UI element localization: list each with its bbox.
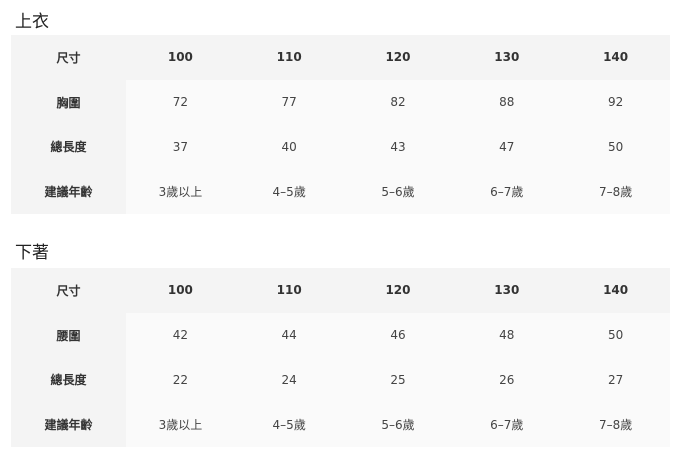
table-cell: 6–7歲 [452, 169, 562, 214]
row-label: 總長度 [11, 357, 126, 403]
row-label: 尺寸 [11, 268, 126, 313]
table-cell: 72 [126, 79, 235, 125]
size-header-cell: 120 [343, 268, 453, 313]
table-cell: 44 [234, 312, 344, 358]
size-header-cell: 140 [561, 35, 670, 80]
table-cell: 43 [343, 124, 453, 170]
row-label: 建議年齡 [11, 169, 126, 214]
row-label: 建議年齡 [11, 402, 126, 447]
table-cell: 25 [343, 357, 453, 403]
table-cell: 22 [126, 357, 235, 403]
size-header-cell: 120 [343, 35, 453, 80]
bottoms-title: 下著 [15, 243, 49, 263]
table-cell: 4–5歲 [234, 169, 344, 214]
table-cell: 40 [234, 124, 344, 170]
table-cell: 47 [452, 124, 562, 170]
table-cell: 48 [452, 312, 562, 358]
size-header-cell: 100 [126, 35, 235, 80]
size-header-cell: 130 [452, 268, 562, 313]
row-label: 尺寸 [11, 35, 126, 80]
table-cell: 50 [561, 312, 670, 358]
table-row: 建議年齡 3歲以上 4–5歲 5–6歲 6–7歲 7–8歲 [11, 169, 670, 214]
table-cell: 82 [343, 79, 453, 125]
table-cell: 6–7歲 [452, 402, 562, 447]
size-header-cell: 140 [561, 268, 670, 313]
size-header-cell: 100 [126, 268, 235, 313]
table-cell: 27 [561, 357, 670, 403]
table-cell: 50 [561, 124, 670, 170]
table-cell: 7–8歲 [561, 402, 670, 447]
tops-title: 上衣 [15, 12, 49, 32]
table-cell: 5–6歲 [343, 169, 453, 214]
table-cell: 7–8歲 [561, 169, 670, 214]
table-row: 總長度 37 40 43 47 50 [11, 124, 670, 170]
size-header-cell: 130 [452, 35, 562, 80]
table-cell: 4–5歲 [234, 402, 344, 447]
row-label: 腰圍 [11, 312, 126, 358]
table-cell: 3歲以上 [126, 169, 235, 214]
tops-size-table: 尺寸 100 110 120 130 140 胸圍 72 77 82 88 92 總長度 37 40 43 47… [11, 35, 670, 214]
table-row: 建議年齡 3歲以上 4–5歲 5–6歲 6–7歲 7–8歲 [11, 402, 670, 447]
table-cell: 26 [452, 357, 562, 403]
table-cell: 24 [234, 357, 344, 403]
header-row: 尺寸 100 110 120 130 140 [11, 268, 670, 313]
bottoms-size-table: 尺寸 100 110 120 130 140 腰圍 42 44 46 48 50 總長度 22 24 25 26… [11, 268, 670, 447]
table-cell: 92 [561, 79, 670, 125]
table-cell: 5–6歲 [343, 402, 453, 447]
size-header-cell: 110 [234, 268, 344, 313]
table-row: 胸圍 72 77 82 88 92 [11, 79, 670, 125]
table-cell: 3歲以上 [126, 402, 235, 447]
table-cell: 46 [343, 312, 453, 358]
size-header-cell: 110 [234, 35, 344, 80]
table-row: 腰圍 42 44 46 48 50 [11, 312, 670, 358]
table-row: 總長度 22 24 25 26 27 [11, 357, 670, 403]
header-row: 尺寸 100 110 120 130 140 [11, 35, 670, 80]
row-label: 總長度 [11, 124, 126, 170]
table-cell: 88 [452, 79, 562, 125]
table-cell: 77 [234, 79, 344, 125]
table-cell: 37 [126, 124, 235, 170]
row-label: 胸圍 [11, 79, 126, 125]
table-cell: 42 [126, 312, 235, 358]
